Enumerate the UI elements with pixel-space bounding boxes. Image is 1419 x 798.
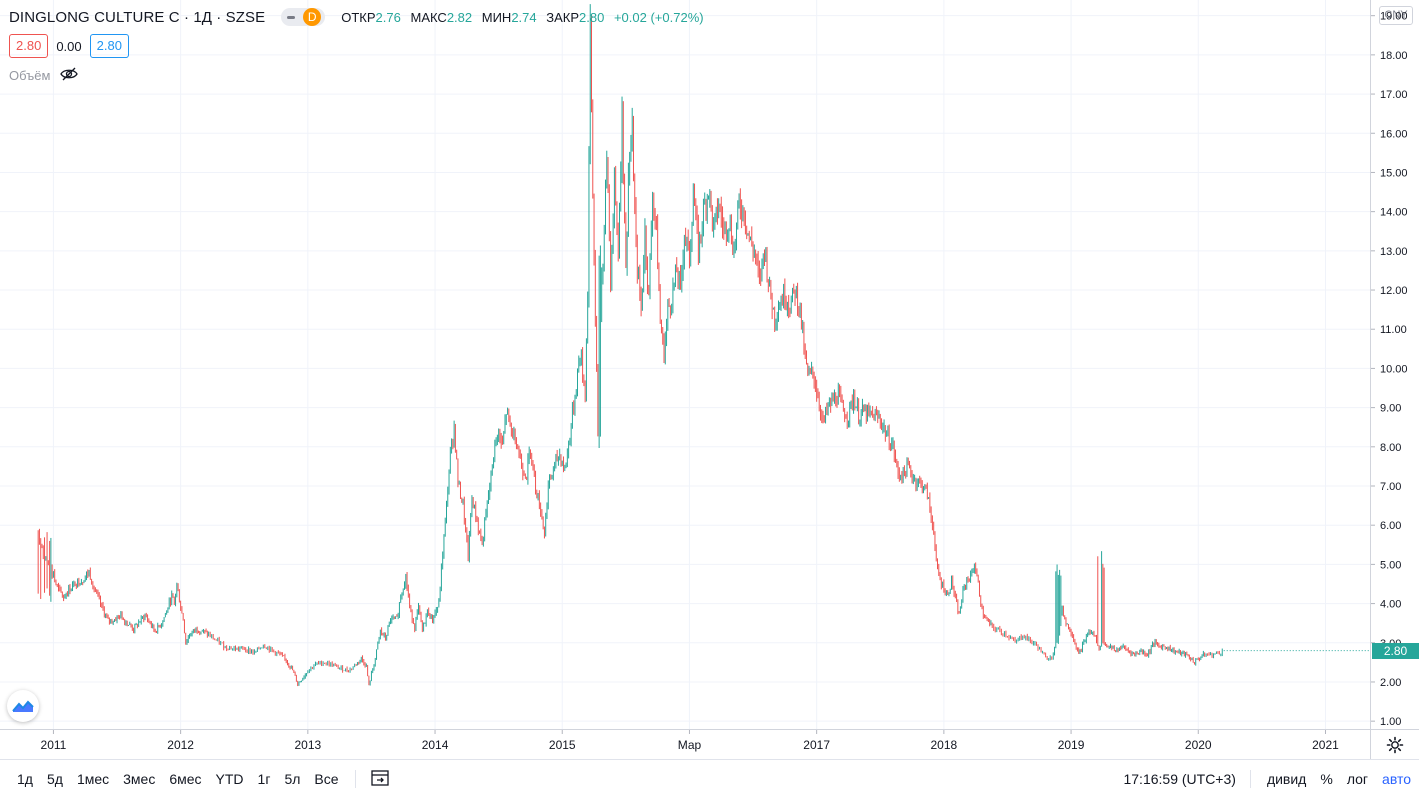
price-label-14: 15.00 <box>1380 167 1408 179</box>
range-buttons: 1д 5д 1мес 3мес 6мес YTD 1г 5л Все <box>0 769 390 790</box>
volume-indicator-legend: Объём <box>9 67 79 84</box>
range-ytd-button[interactable]: YTD <box>215 771 244 787</box>
time-axis-labels: 2011 2012 2013 2014 2015 Мар 2017 2018 2019 2020 2… <box>41 730 1339 752</box>
scale-options: 17:16:59 (UTC+3) дивид % лог авто <box>1123 770 1419 788</box>
percent-scale-toggle[interactable]: % <box>1320 771 1333 787</box>
grid-lines <box>0 0 1370 729</box>
price-label-0: 1.00 <box>1380 716 1401 728</box>
price-scale[interactable]: CNY 1.002.003.004.005.006.007.008.009.00… <box>1370 0 1419 729</box>
last-price-tag: 2.80 <box>1372 642 1419 659</box>
range-all-button[interactable]: Все <box>314 771 339 787</box>
sell-button[interactable]: 2.80 <box>9 34 49 58</box>
range-1m-button[interactable]: 1мес <box>76 771 110 787</box>
price-label-18: 19.00 <box>1380 11 1408 23</box>
toolbar-divider <box>354 770 356 788</box>
time-label-6: 2017 <box>803 738 830 752</box>
auto-scale-toggle[interactable]: авто <box>1382 771 1411 787</box>
ohlc-open-label: ОТКР <box>341 9 376 25</box>
time-label-5: Мар <box>678 738 702 752</box>
price-label-7: 8.00 <box>1380 442 1401 454</box>
ohlc-open-value: 2.76 <box>375 9 401 25</box>
time-label-3: 2014 <box>422 738 449 752</box>
range-5y-button[interactable]: 5л <box>284 771 301 787</box>
buy-button[interactable]: 2.80 <box>89 34 129 58</box>
time-label-0: 2011 <box>41 738 67 752</box>
symbol-legend: DINGLONG CULTURE C · 1Д · SZSE D ОТКР2.7… <box>9 8 704 26</box>
ohlc-close-label: ЗАКР <box>546 9 580 25</box>
price-label-17: 18.00 <box>1380 50 1408 62</box>
dividends-toggle[interactable]: дивид <box>1266 771 1307 787</box>
time-label-4: 2015 <box>549 738 576 752</box>
date-range-icon[interactable] <box>370 769 390 790</box>
ohlc-close-value: 2.80 <box>579 9 605 25</box>
price-label-3: 4.00 <box>1380 599 1401 611</box>
ohlc-low-label: МИН <box>481 9 512 25</box>
price-label-15: 16.00 <box>1380 128 1408 140</box>
currency-badge[interactable]: CNY <box>1379 6 1413 25</box>
time-label-8: 2019 <box>1058 738 1085 752</box>
price-label-8: 9.00 <box>1380 403 1401 415</box>
chart-settings-corner[interactable] <box>1370 729 1419 759</box>
range-3m-button[interactable]: 3мес <box>123 771 156 787</box>
price-label-1: 2.00 <box>1380 677 1401 689</box>
delayed-data-badge: D <box>303 8 322 26</box>
toolbar-divider-right <box>1249 770 1251 788</box>
volume-label[interactable]: Объём <box>9 68 51 83</box>
price-label-4: 5.00 <box>1380 559 1401 571</box>
tradingview-logo-icon[interactable] <box>7 690 39 722</box>
time-label-2: 2013 <box>294 738 321 752</box>
ohlc-high-label: МАКС <box>410 9 447 25</box>
ohlc-values: ОТКР2.76 МАКС2.82 МИН2.74 ЗАКР2.80 +0.02… <box>341 10 703 25</box>
range-5d-button[interactable]: 5д <box>46 771 63 787</box>
price-label-9: 10.00 <box>1380 363 1408 375</box>
price-label-5: 6.00 <box>1380 520 1401 532</box>
bid-ask-row: 2.80 0.00 2.80 <box>9 34 129 58</box>
chart-pane[interactable]: DINGLONG CULTURE C · 1Д · SZSE D ОТКР2.7… <box>0 0 1370 729</box>
log-scale-toggle[interactable]: лог <box>1346 771 1369 787</box>
time-label-9: 2020 <box>1185 738 1212 752</box>
candles <box>37 4 1223 687</box>
ohlc-low-value: 2.74 <box>511 9 537 25</box>
status-dash-icon <box>287 15 296 19</box>
price-label-11: 12.00 <box>1380 285 1408 297</box>
time-scale[interactable]: 2011 2012 2013 2014 2015 Мар 2017 2018 2019 2020 2… <box>0 729 1370 759</box>
range-1d-button[interactable]: 1д <box>17 771 33 787</box>
range-6m-button[interactable]: 6мес <box>169 771 202 787</box>
time-label-10: 2021 <box>1312 738 1339 752</box>
price-label-12: 13.00 <box>1380 246 1408 258</box>
candlestick-chart[interactable] <box>0 0 1370 729</box>
eye-hidden-icon[interactable] <box>60 67 79 84</box>
price-label-10: 11.00 <box>1380 324 1407 336</box>
range-1y-button[interactable]: 1г <box>257 771 271 787</box>
ohlc-high-value: 2.82 <box>446 9 473 25</box>
spread-value: 0.00 <box>56 38 82 54</box>
gear-icon[interactable] <box>1386 736 1404 754</box>
ohlc-change: +0.02 (+0.72%) <box>613 9 704 25</box>
clock-timezone[interactable]: 17:16:59 (UTC+3) <box>1123 771 1236 787</box>
time-label-7: 2018 <box>931 738 958 752</box>
symbol-title[interactable]: DINGLONG CULTURE C · 1Д · SZSE <box>9 8 266 26</box>
price-axis-labels: 1.002.003.004.005.006.007.008.009.0010.0… <box>1371 11 1408 728</box>
time-label-1: 2012 <box>167 738 194 752</box>
bottom-toolbar: 1д 5д 1мес 3мес 6мес YTD 1г 5л Все 17:16… <box>0 759 1419 798</box>
price-label-6: 7.00 <box>1380 481 1401 493</box>
market-status-badge[interactable]: D <box>281 8 326 26</box>
price-label-13: 14.00 <box>1380 207 1408 219</box>
price-label-16: 17.00 <box>1380 89 1408 101</box>
